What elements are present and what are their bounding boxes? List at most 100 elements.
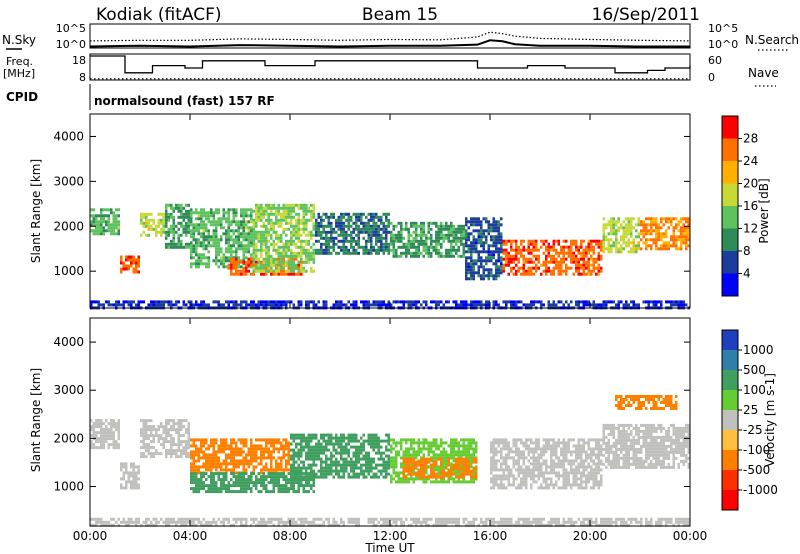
data-cell bbox=[275, 233, 278, 237]
data-cell bbox=[562, 303, 565, 307]
data-cell bbox=[340, 248, 343, 252]
data-cell bbox=[467, 277, 470, 281]
data-cell bbox=[310, 454, 313, 458]
data-cell bbox=[245, 303, 248, 307]
data-cell bbox=[177, 440, 180, 444]
data-cell bbox=[120, 267, 123, 271]
data-cell bbox=[327, 239, 330, 243]
data-cell bbox=[310, 269, 313, 273]
data-cell bbox=[162, 425, 165, 429]
data-cell bbox=[180, 419, 183, 423]
data-cell bbox=[367, 442, 370, 446]
data-cell bbox=[355, 303, 358, 307]
data-cell bbox=[677, 220, 680, 224]
data-cell bbox=[285, 478, 288, 482]
data-cell bbox=[347, 300, 350, 304]
data-cell bbox=[267, 215, 270, 219]
data-cell bbox=[440, 236, 443, 240]
data-cell bbox=[165, 440, 168, 444]
data-cell bbox=[287, 263, 290, 267]
data-cell bbox=[440, 221, 443, 225]
data-cell bbox=[450, 245, 453, 249]
data-cell bbox=[470, 232, 473, 236]
data-cell bbox=[420, 477, 423, 481]
data-cell bbox=[397, 236, 400, 240]
data-cell bbox=[300, 242, 303, 246]
data-cell bbox=[245, 459, 248, 463]
data-cell bbox=[112, 443, 115, 447]
data-cell bbox=[190, 475, 193, 479]
data-cell bbox=[170, 245, 173, 249]
data-cell bbox=[392, 245, 395, 249]
data-cell bbox=[542, 263, 545, 267]
data-cell bbox=[460, 303, 463, 307]
power-heatmap bbox=[90, 203, 690, 310]
data-cell bbox=[685, 229, 688, 233]
data-cell bbox=[317, 457, 320, 461]
data-cell bbox=[197, 244, 200, 248]
data-cell bbox=[367, 251, 370, 255]
noise-left-label: N.Sky bbox=[2, 33, 36, 47]
data-cell bbox=[295, 478, 298, 482]
data-cell bbox=[287, 478, 290, 482]
data-cell bbox=[435, 475, 438, 479]
data-cell bbox=[527, 272, 530, 276]
data-cell bbox=[362, 230, 365, 234]
data-cell bbox=[185, 230, 188, 234]
data-cell bbox=[250, 447, 253, 451]
data-cell bbox=[250, 438, 253, 442]
data-cell bbox=[655, 300, 658, 304]
data-cell bbox=[275, 263, 278, 267]
data-cell bbox=[282, 242, 285, 246]
data-cell bbox=[497, 274, 500, 278]
data-cell bbox=[175, 449, 178, 453]
data-cell bbox=[605, 247, 608, 251]
data-cell bbox=[630, 235, 633, 239]
data-cell bbox=[345, 248, 348, 252]
data-cell bbox=[107, 428, 110, 432]
data-cell bbox=[365, 466, 368, 470]
data-cell bbox=[587, 260, 590, 264]
data-cell bbox=[420, 221, 423, 225]
data-cell bbox=[342, 221, 345, 225]
data-cell bbox=[430, 457, 433, 461]
data-cell bbox=[105, 229, 108, 233]
data-cell bbox=[477, 303, 480, 307]
data-cell bbox=[452, 233, 455, 237]
data-cell bbox=[212, 475, 215, 479]
data-cell bbox=[462, 233, 465, 237]
data-cell bbox=[417, 453, 420, 457]
data-cell bbox=[190, 247, 193, 251]
data-cell bbox=[330, 212, 333, 216]
data-cell bbox=[320, 242, 323, 246]
data-cell bbox=[265, 248, 268, 252]
data-cell bbox=[175, 230, 178, 234]
data-cell bbox=[675, 217, 678, 221]
data-cell bbox=[100, 425, 103, 429]
data-cell bbox=[310, 212, 313, 216]
data-cell bbox=[265, 236, 268, 240]
data-cell bbox=[285, 215, 288, 219]
data-cell bbox=[410, 233, 413, 237]
data-cell bbox=[165, 452, 168, 456]
data-cell bbox=[420, 469, 423, 473]
data-cell bbox=[235, 471, 238, 475]
data-cell bbox=[295, 436, 298, 440]
data-cell bbox=[260, 468, 263, 472]
data-cell bbox=[212, 259, 215, 263]
data-cell bbox=[342, 233, 345, 237]
data-cell bbox=[252, 218, 255, 222]
data-cell bbox=[485, 274, 488, 278]
data-cell bbox=[240, 265, 243, 269]
data-cell bbox=[602, 229, 605, 233]
data-cell bbox=[207, 238, 210, 242]
data-cell bbox=[190, 262, 193, 266]
data-cell bbox=[390, 477, 393, 481]
data-cell bbox=[552, 239, 555, 243]
data-cell bbox=[430, 466, 433, 470]
data-cell bbox=[320, 233, 323, 237]
data-cell bbox=[300, 254, 303, 258]
data-cell bbox=[242, 226, 245, 230]
data-cell bbox=[295, 451, 298, 455]
data-cell bbox=[305, 472, 308, 476]
